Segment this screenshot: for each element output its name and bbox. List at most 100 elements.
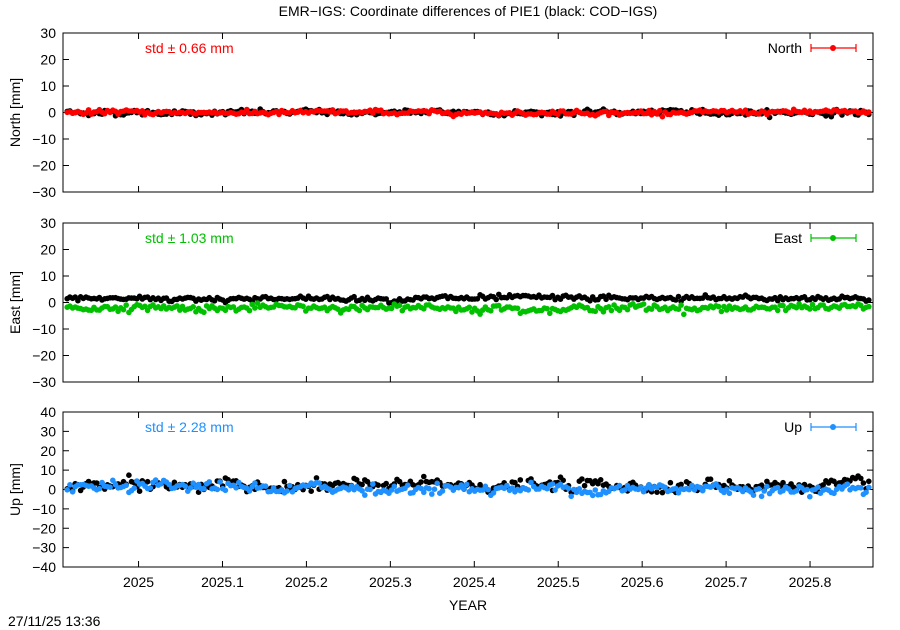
data-point [308, 488, 315, 495]
data-point [142, 303, 148, 310]
data-point [592, 487, 599, 493]
data-point [206, 479, 213, 485]
data-point [488, 308, 494, 314]
data-point [190, 304, 196, 310]
data-point [780, 479, 786, 486]
data-point [742, 107, 749, 113]
data-point [367, 486, 373, 493]
data-point [246, 307, 253, 314]
data-point [383, 296, 390, 302]
data-point [64, 487, 70, 493]
x-tick-label: 2025.3 [369, 574, 412, 590]
data-point [547, 310, 553, 317]
data-point [96, 485, 103, 492]
data-point [616, 482, 623, 489]
data-point [774, 307, 781, 314]
std-label: std ± 2.28 mm [145, 419, 234, 435]
data-point [592, 308, 599, 315]
data-point [434, 480, 441, 487]
y-tick-label: −10 [32, 501, 56, 517]
y-tick-label: 30 [40, 423, 56, 439]
data-point [600, 309, 607, 315]
data-point [404, 482, 411, 489]
data-point [638, 484, 644, 491]
data-point [230, 304, 237, 310]
data-point [528, 479, 534, 486]
data-point [252, 480, 258, 486]
y-tick-label: −10 [32, 321, 56, 337]
data-point [793, 488, 800, 494]
data-point [807, 493, 813, 500]
data-point [152, 477, 159, 483]
y-tick-label: 0 [48, 482, 56, 498]
data-point [496, 302, 502, 309]
data-point [659, 489, 666, 496]
std-label: std ± 1.03 mm [145, 230, 234, 246]
data-point [761, 488, 767, 494]
data-point [139, 108, 146, 114]
data-point [252, 305, 258, 311]
data-point [222, 487, 229, 494]
data-point [807, 306, 813, 312]
y-axis-label: Up [mm] [7, 463, 23, 516]
data-point [353, 477, 360, 483]
y-tick-label: 10 [40, 78, 56, 94]
x-tick-label: 2025.4 [453, 574, 496, 590]
data-point [174, 303, 180, 309]
y-tick-label: 10 [40, 462, 56, 478]
data-point [587, 298, 593, 304]
data-point [75, 297, 81, 304]
y-tick-label: −40 [32, 559, 56, 575]
data-point [110, 477, 116, 484]
data-point [136, 488, 143, 495]
data-point [195, 481, 202, 488]
data-point [774, 484, 781, 491]
data-point [359, 481, 365, 488]
data-point [758, 493, 765, 500]
data-point [640, 301, 647, 307]
data-point [93, 480, 100, 486]
data-point [69, 489, 76, 495]
y-tick-label: 10 [40, 268, 56, 284]
data-point [560, 477, 566, 484]
data-point [579, 476, 585, 482]
data-point [525, 487, 532, 493]
data-point [662, 484, 668, 491]
data-point [466, 304, 473, 311]
data-point [597, 477, 604, 483]
data-point [313, 475, 320, 481]
x-tick-label: 2025.2 [285, 574, 328, 590]
data-point [726, 490, 733, 497]
data-point [126, 472, 132, 479]
y-tick-label: 40 [40, 404, 56, 420]
data-point [780, 302, 786, 309]
y-tick-label: −20 [32, 348, 56, 364]
data-point [120, 306, 127, 313]
data-point [67, 482, 73, 488]
data-point [595, 480, 601, 487]
std-label: std ± 0.66 mm [145, 40, 234, 56]
data-point [474, 296, 481, 302]
data-point [461, 485, 467, 492]
data-point [675, 293, 682, 300]
data-point [236, 479, 242, 486]
legend-label: Up [784, 419, 802, 435]
data-point [201, 486, 207, 492]
data-point [233, 485, 239, 491]
data-point [678, 481, 684, 488]
data-point [603, 108, 609, 115]
x-tick-label: 2025.8 [789, 574, 832, 590]
legend-label: East [774, 230, 802, 246]
y-axis-label: East [mm] [7, 271, 23, 334]
y-tick-label: 0 [48, 105, 56, 121]
panel-east: 30 20 10 0 −10 −20 −30 East [mm] std ± 1.03 mm Ea… [7, 215, 874, 390]
timestamp: 27/11/25 13:36 [8, 613, 101, 629]
data-point [190, 480, 196, 487]
y-tick-label: 30 [40, 25, 56, 41]
data-point [707, 476, 714, 483]
panel-north: 30 20 10 0 −10 −20 −30 North [mm] std ± 0.66 mm N… [7, 25, 874, 200]
data-point [359, 488, 365, 494]
x-tick-label: 2025.1 [201, 574, 244, 590]
data-point [603, 296, 609, 303]
